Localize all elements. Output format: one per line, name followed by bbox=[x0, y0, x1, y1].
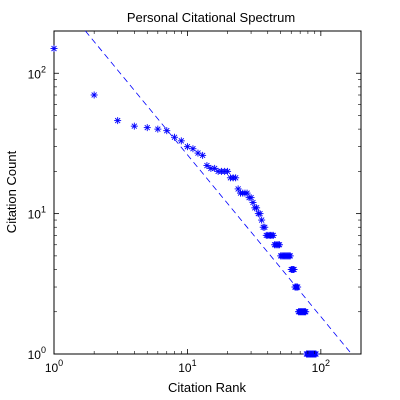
data-point bbox=[294, 283, 302, 291]
data-point bbox=[130, 122, 138, 130]
chart-title: Personal Citational Spectrum bbox=[127, 10, 295, 25]
data-point bbox=[90, 91, 98, 99]
data-point bbox=[276, 241, 284, 249]
plot-frame bbox=[53, 30, 362, 355]
data-point bbox=[253, 204, 261, 212]
data-point bbox=[177, 137, 185, 145]
x-axis-label: Citation Rank bbox=[168, 380, 247, 395]
data-point bbox=[290, 265, 298, 273]
data-point bbox=[199, 151, 207, 159]
y-axis-label: Citation Count bbox=[4, 150, 19, 233]
data-point bbox=[249, 199, 257, 207]
data-point bbox=[203, 162, 211, 170]
data-point bbox=[234, 185, 242, 193]
data-point bbox=[114, 117, 122, 125]
y-tick-label: 101 bbox=[28, 205, 46, 222]
x-tick-label: 100 bbox=[45, 358, 63, 375]
data-point bbox=[183, 143, 191, 151]
x-tick-label: 102 bbox=[312, 358, 330, 375]
reference-dashed-line bbox=[85, 30, 352, 355]
data-point bbox=[189, 145, 197, 153]
data-point bbox=[256, 210, 264, 218]
data-point bbox=[232, 174, 240, 182]
axis-tick-layer: 100 101 102 100 101 102 bbox=[28, 30, 362, 375]
y-tick-label: 100 bbox=[28, 345, 46, 362]
reference-line-layer bbox=[85, 30, 352, 355]
data-point bbox=[312, 350, 320, 358]
data-point bbox=[258, 216, 266, 224]
data-point bbox=[154, 125, 162, 133]
y-tick-label: 102 bbox=[28, 64, 46, 81]
data-point bbox=[170, 133, 178, 141]
data-point-layer bbox=[50, 45, 320, 358]
data-point bbox=[224, 167, 232, 175]
data-point bbox=[143, 124, 151, 132]
x-tick-label: 101 bbox=[178, 358, 196, 375]
data-point bbox=[163, 127, 171, 135]
data-point bbox=[261, 223, 269, 231]
data-point bbox=[286, 252, 294, 260]
data-point bbox=[50, 45, 58, 53]
data-point bbox=[269, 231, 277, 239]
data-point bbox=[302, 308, 310, 316]
